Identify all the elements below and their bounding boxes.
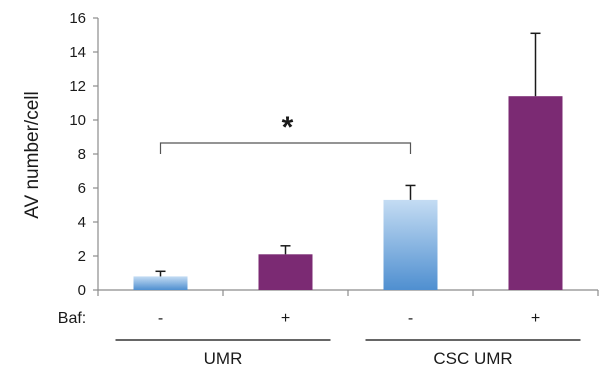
significance-star: * xyxy=(282,111,294,144)
group-label: UMR xyxy=(204,349,243,368)
y-tick-label: 6 xyxy=(78,180,86,197)
bar xyxy=(258,254,313,290)
y-tick-label: 16 xyxy=(69,10,86,27)
y-tick-label: 0 xyxy=(78,282,86,299)
significance-bracket xyxy=(159,142,412,154)
y-axis-label: AV number/cell xyxy=(22,91,43,218)
baf-sign-label: - xyxy=(408,310,413,327)
bar xyxy=(508,96,563,290)
y-tick-label: 14 xyxy=(69,44,86,61)
baf-sign-label: + xyxy=(531,310,540,327)
y-tick-label: 8 xyxy=(78,146,86,163)
y-tick-label: 12 xyxy=(69,78,86,95)
y-tick-label: 4 xyxy=(78,214,86,231)
baf-row-label: Baf: xyxy=(58,310,86,327)
bar xyxy=(383,199,438,290)
y-tick-label: 10 xyxy=(69,112,86,129)
group-label: CSC UMR xyxy=(433,349,512,368)
y-tick-label: 2 xyxy=(78,248,86,265)
baf-sign-label: + xyxy=(281,310,290,327)
baf-sign-label: - xyxy=(158,310,163,327)
bar xyxy=(133,276,188,290)
